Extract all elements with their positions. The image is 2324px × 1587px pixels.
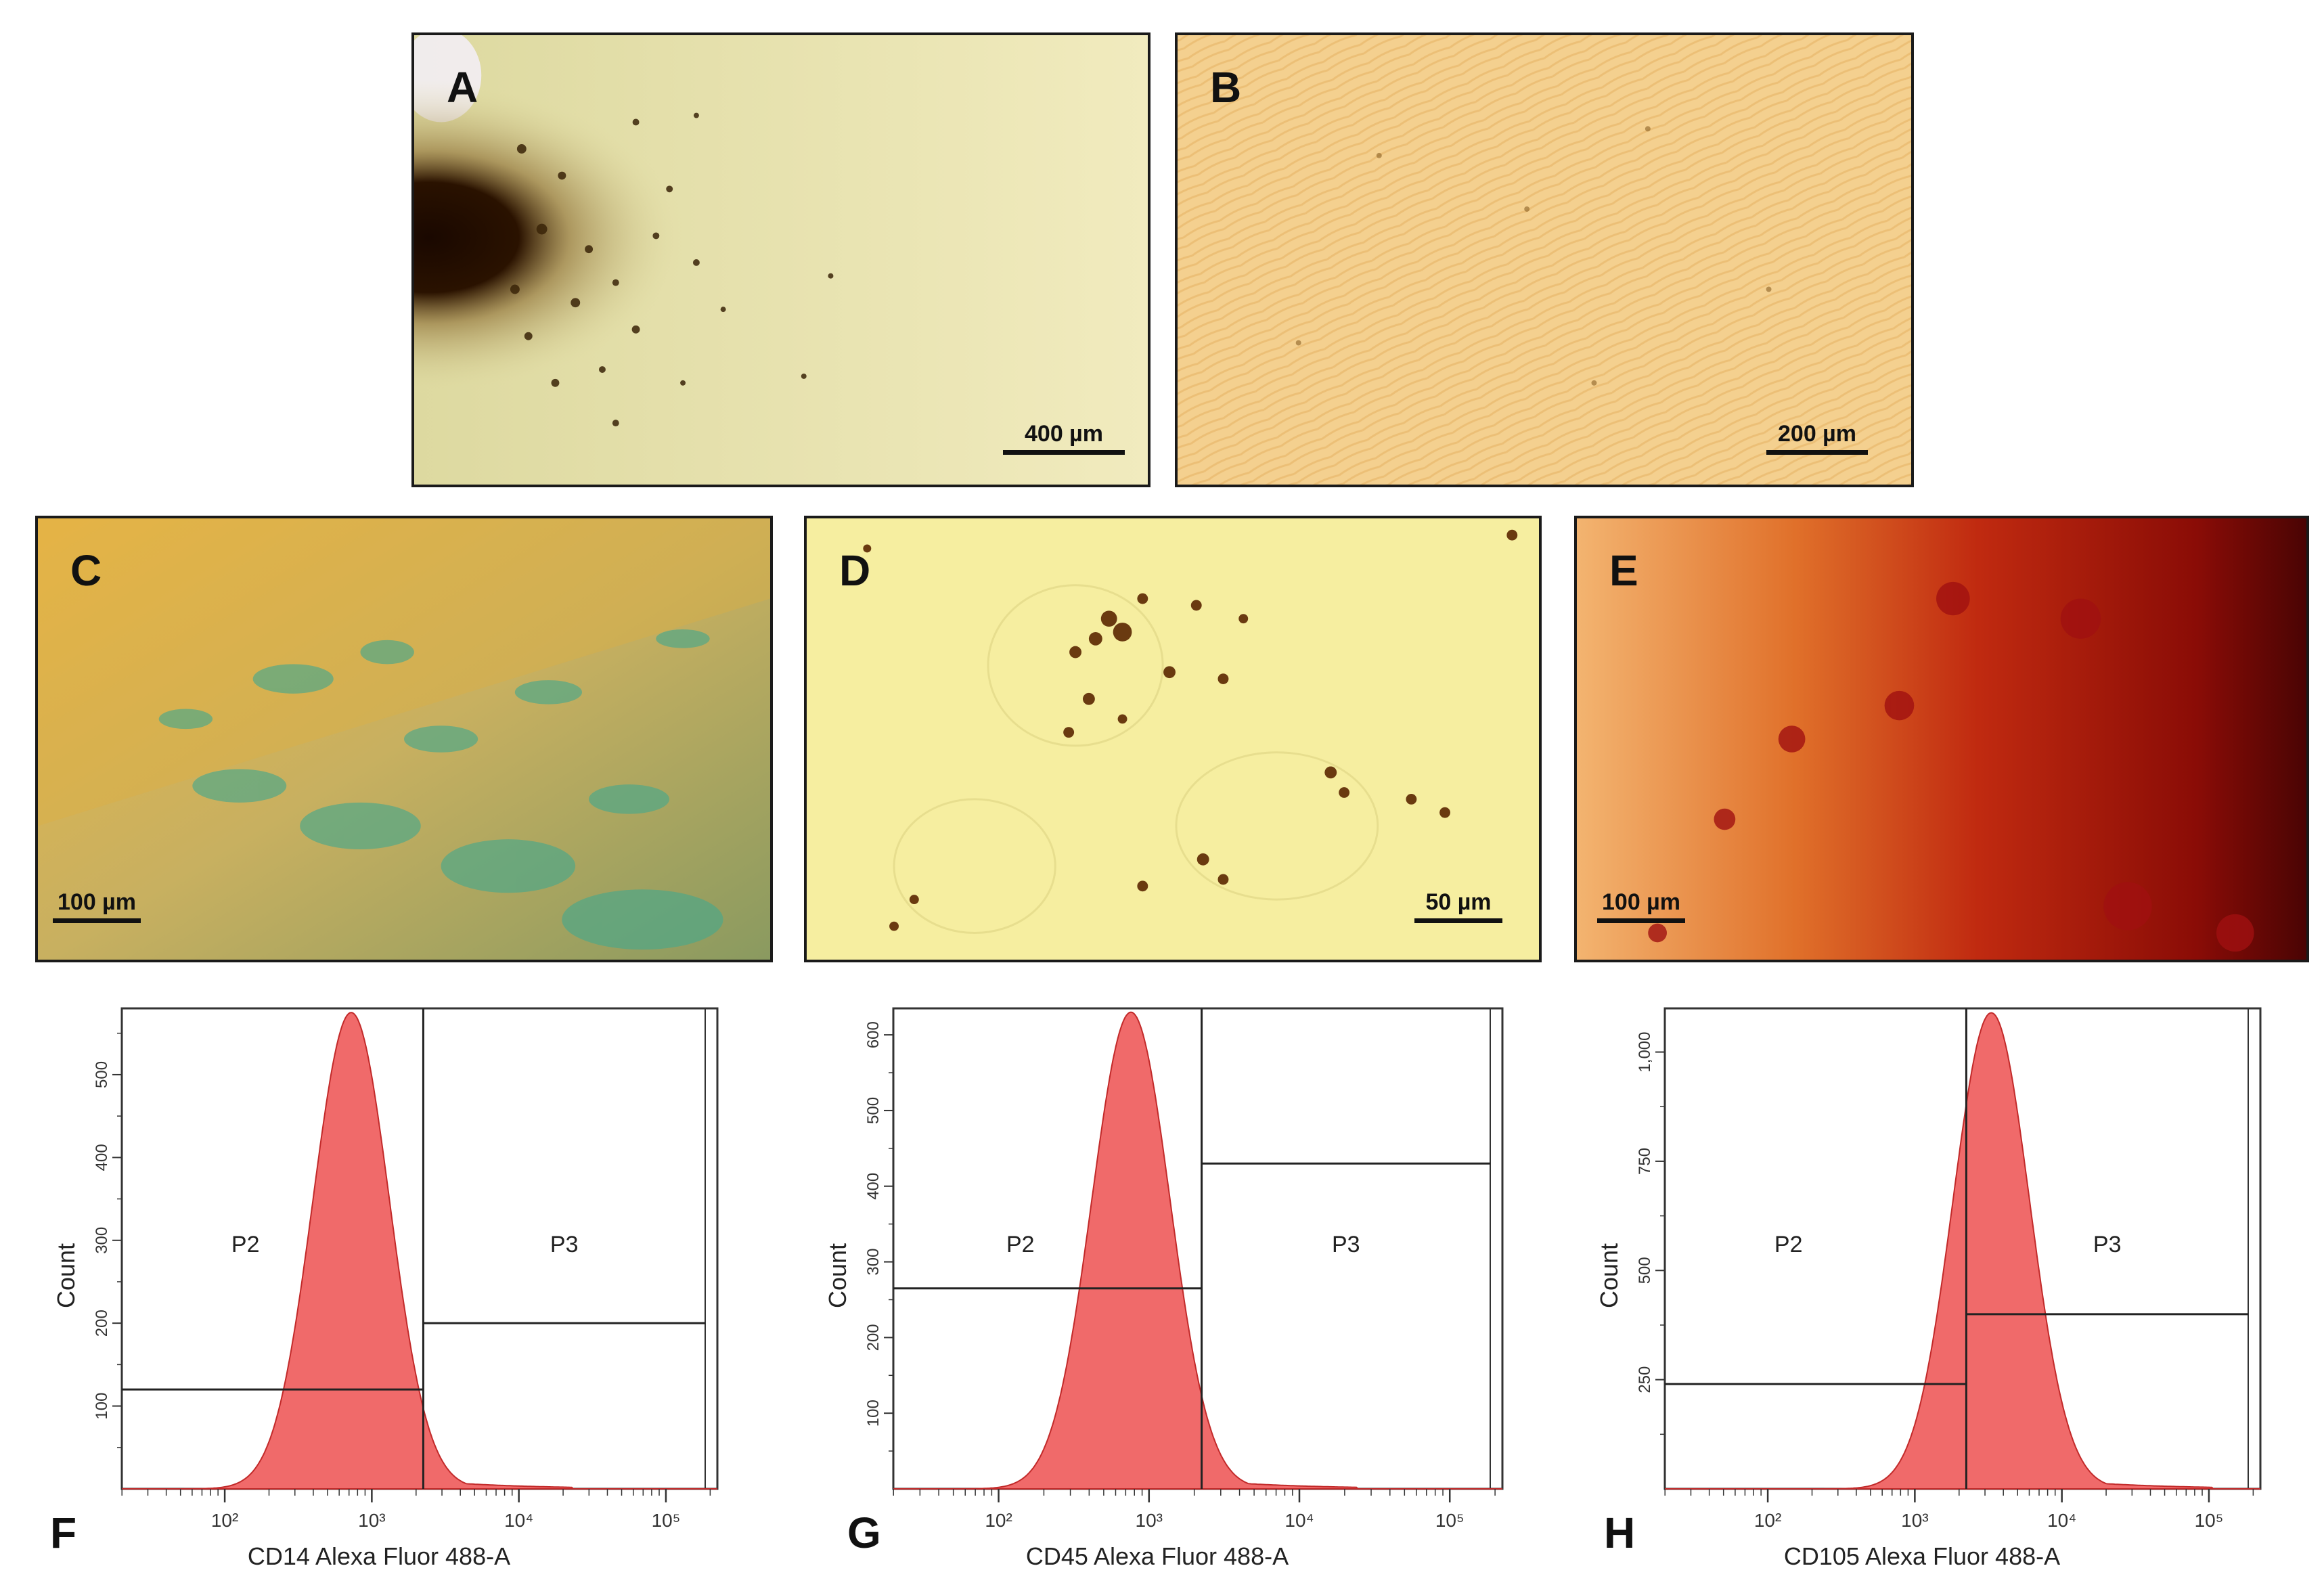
scale-bar-d-line: [1414, 918, 1502, 923]
x-tick-label-g: 10²: [985, 1510, 1012, 1531]
panel-letter-a: A: [447, 63, 478, 112]
histogram-f: P2 P3 100 200 300 400 500 10² 10³ 10⁴ 10⁵ Count CD14…: [41, 995, 744, 1570]
scale-bar-a: 400 µm: [1003, 421, 1125, 455]
micrograph-d: D 50 µm: [804, 516, 1542, 962]
panel-letter-g: G: [847, 1508, 881, 1557]
y-tick-label-g: 500: [864, 1097, 882, 1124]
y-tick-label-f: 100: [93, 1393, 111, 1420]
gate-label-p3-h: P3: [2093, 1232, 2122, 1257]
scale-bar-d: 50 µm: [1414, 889, 1502, 923]
y-tick-label-h: 250: [1636, 1366, 1654, 1393]
micrograph-b: B 200 µm: [1175, 32, 1914, 487]
histogram-curve-h: [1665, 1012, 2260, 1490]
histogram-h: P2 P3 250 500 750 1,000 10² 10³ 10⁴ 10⁵ Count CD105…: [1584, 995, 2301, 1570]
scale-bar-c: 100 µm: [53, 889, 141, 923]
gate-label-p3-g: P3: [1332, 1232, 1360, 1257]
micrograph-c: C 100 µm: [35, 516, 773, 962]
micrograph-e: E 100 µm: [1574, 516, 2309, 962]
scale-bar-a-line: [1003, 450, 1125, 455]
y-tick-label-f: 300: [93, 1227, 111, 1254]
panel-letter-d: D: [839, 546, 871, 595]
y-tick-label-h: 1,000: [1636, 1032, 1654, 1073]
y-tick-label-g: 300: [864, 1249, 882, 1276]
y-tick-label-g: 400: [864, 1173, 882, 1200]
scale-bar-b-line: [1766, 450, 1868, 455]
scale-bar-b: 200 µm: [1766, 421, 1868, 455]
y-tick-label-h: 500: [1636, 1257, 1654, 1284]
x-tick-label-f: 10²: [211, 1510, 238, 1531]
x-axis-label-g: CD45 Alexa Fluor 488-A: [1026, 1542, 1289, 1570]
gate-label-p2-f: P2: [231, 1232, 260, 1257]
micrograph-a-image: [414, 35, 1148, 485]
scale-bar-c-line: [53, 918, 141, 923]
panel-letter-b: B: [1210, 63, 1242, 112]
histogram-curve-f: [122, 1012, 717, 1490]
histogram-f-svg: P2 P3 100 200 300 400 500 10² 10³ 10⁴ 10⁵ Count CD14…: [52, 1007, 719, 1570]
micrograph-d-image: [807, 518, 1539, 960]
y-axis-label-f: Count: [52, 1243, 80, 1308]
y-axis-label-h: Count: [1595, 1243, 1623, 1308]
x-tick-label-g: 10⁵: [1435, 1510, 1465, 1531]
micrograph-c-image: [38, 518, 770, 960]
scale-bar-a-label: 400 µm: [1025, 421, 1103, 447]
panel-letter-f: F: [50, 1508, 77, 1557]
scale-bar-b-label: 200 µm: [1778, 421, 1856, 447]
x-tick-label-f: 10⁵: [652, 1510, 681, 1531]
histogram-curve-g: [893, 1011, 1502, 1490]
x-tick-label-f: 10⁴: [504, 1510, 533, 1531]
y-tick-label-g: 600: [864, 1021, 882, 1048]
x-tick-label-g: 10⁴: [1284, 1510, 1314, 1531]
y-axis-label-g: Count: [824, 1243, 851, 1308]
x-tick-label-h: 10⁵: [2195, 1510, 2224, 1531]
gate-label-p3-f: P3: [550, 1232, 579, 1257]
panel-letter-h: H: [1604, 1508, 1636, 1557]
x-tick-label-f: 10³: [358, 1510, 385, 1531]
y-tick-label-g: 100: [864, 1400, 882, 1427]
scale-bar-e: 100 µm: [1597, 889, 1685, 923]
x-axis-label-h: CD105 Alexa Fluor 488-A: [1784, 1542, 2060, 1570]
scale-bar-c-label: 100 µm: [58, 889, 136, 915]
panel-letter-c: C: [70, 546, 102, 595]
y-tick-label-f: 400: [93, 1144, 111, 1171]
x-tick-label-h: 10⁴: [2047, 1510, 2076, 1531]
gate-label-p2-h: P2: [1774, 1232, 1803, 1257]
y-tick-label-g: 200: [864, 1324, 882, 1351]
y-tick-label-h: 750: [1636, 1148, 1654, 1175]
y-tick-label-f: 500: [93, 1061, 111, 1088]
micrograph-e-image: [1577, 518, 2306, 960]
x-tick-label-g: 10³: [1136, 1510, 1163, 1531]
histogram-h-svg: P2 P3 250 500 750 1,000 10² 10³ 10⁴ 10⁵ Count CD105…: [1595, 1007, 2262, 1570]
gate-label-p2-g: P2: [1006, 1232, 1035, 1257]
x-tick-label-h: 10²: [1754, 1510, 1781, 1531]
histogram-g: P2 P3 100 200 300 400 500 600 10² 10³ 10⁴ 10⁵ Count C…: [812, 995, 1516, 1570]
x-tick-label-h: 10³: [1901, 1510, 1928, 1531]
scale-bar-e-line: [1597, 918, 1685, 923]
micrograph-a: A 400 µm: [411, 32, 1150, 487]
y-tick-label-f: 200: [93, 1310, 111, 1337]
scale-bar-d-label: 50 µm: [1425, 889, 1492, 915]
histogram-g-svg: P2 P3 100 200 300 400 500 600 10² 10³ 10⁴ 10⁵ Count C…: [824, 1007, 1504, 1570]
micrograph-b-image: [1178, 35, 1911, 485]
scale-bar-e-label: 100 µm: [1602, 889, 1680, 915]
panel-letter-e: E: [1609, 546, 1638, 595]
x-axis-label-f: CD14 Alexa Fluor 488-A: [248, 1542, 510, 1570]
